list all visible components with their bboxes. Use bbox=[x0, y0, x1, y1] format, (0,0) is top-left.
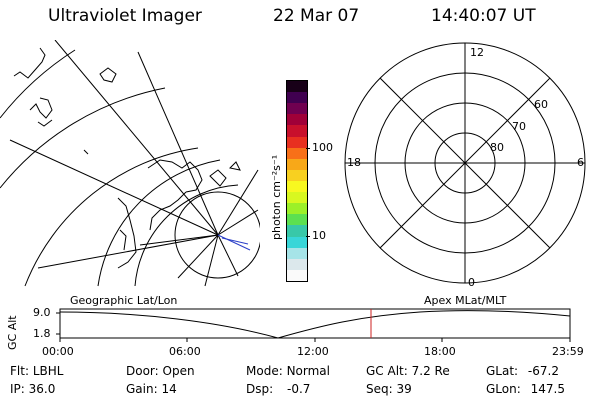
colorbar-segment bbox=[287, 103, 307, 115]
ip-label: IP: bbox=[10, 382, 25, 396]
colorbar-segment bbox=[287, 236, 307, 248]
meridian-line bbox=[9, 139, 219, 236]
gain-label: Gain: bbox=[126, 382, 158, 396]
mode-label: Mode: bbox=[246, 364, 283, 378]
mlt-label-18: 18 bbox=[347, 156, 361, 169]
seq-label: Seq: bbox=[366, 382, 393, 396]
colorbar-segment bbox=[287, 169, 307, 182]
dsp-label: Dsp: bbox=[246, 382, 274, 396]
door-value: Open bbox=[162, 364, 195, 378]
meridian-line bbox=[54, 40, 219, 236]
colorbar-segment bbox=[287, 158, 307, 170]
colorbar-tick bbox=[306, 236, 310, 237]
y-tick-label: 9.0 bbox=[33, 306, 51, 319]
filter-value: LBHL bbox=[32, 364, 64, 378]
mlt-label-6: 6 bbox=[577, 156, 584, 169]
latitude-arc bbox=[0, 87, 166, 189]
x-tick-label: 23:59 bbox=[552, 345, 584, 358]
gain-field: Gain: 14 bbox=[126, 382, 177, 396]
colorbar-gradient bbox=[287, 81, 307, 281]
dsp-field: Dsp: -0.7 bbox=[246, 382, 310, 396]
meridian-line bbox=[217, 209, 259, 236]
geographic-map bbox=[0, 40, 260, 287]
meridian-line bbox=[177, 234, 219, 279]
orbit-plot-frame bbox=[59, 308, 571, 339]
lat-label-70: 70 bbox=[512, 120, 526, 133]
gcalt-field: GC Alt: 7.2 Re bbox=[366, 364, 450, 378]
colorbar-segment bbox=[287, 136, 307, 148]
latitude-arc bbox=[134, 184, 239, 287]
app-title: Ultraviolet Imager bbox=[48, 6, 202, 26]
glon-field: GLon: 147.5 bbox=[486, 382, 565, 396]
colorbar-segment bbox=[287, 258, 307, 270]
colorbar bbox=[286, 80, 308, 282]
glat-field: GLat: -67.2 bbox=[486, 364, 559, 378]
y-tick-label: 1.8 bbox=[33, 327, 51, 340]
ip-value: 36.0 bbox=[28, 382, 56, 396]
colorbar-segment bbox=[287, 125, 307, 137]
polar-circle bbox=[174, 191, 260, 279]
date-display: 22 Mar 07 bbox=[273, 6, 360, 26]
seq-field: Seq: 39 bbox=[366, 382, 412, 396]
glon-label: GLon: bbox=[486, 382, 521, 396]
altitude-curve bbox=[59, 310, 571, 339]
filter-field: Flt: LBHL bbox=[10, 364, 63, 378]
orbit-plot bbox=[56, 308, 571, 342]
door-label: Door: bbox=[126, 364, 159, 378]
coastline bbox=[13, 47, 241, 269]
colorbar-segment bbox=[287, 225, 307, 237]
meridian-line bbox=[37, 234, 219, 269]
colorbar-segment bbox=[287, 114, 307, 126]
latitude-arc bbox=[97, 159, 221, 287]
colorbar-tick-label: 100 bbox=[312, 141, 333, 154]
colorbar-segment bbox=[287, 92, 307, 104]
colorbar-tick-label: 10 bbox=[312, 229, 326, 242]
meridian-line bbox=[204, 234, 219, 287]
polar-plot bbox=[344, 42, 586, 284]
ip-field: IP: 36.0 bbox=[10, 382, 55, 396]
time-display: 14:40:07 UT bbox=[431, 6, 536, 26]
glon-value: 147.5 bbox=[530, 382, 565, 396]
gcalt-value: 7.2 Re bbox=[411, 364, 450, 378]
colorbar-segment bbox=[287, 203, 307, 215]
geographic-label: Geographic Lat/Lon bbox=[70, 294, 178, 307]
colorbar-tick bbox=[306, 148, 310, 149]
mode-value: Normal bbox=[286, 364, 330, 378]
meridian-line bbox=[139, 234, 219, 246]
polar-diagonal bbox=[379, 77, 551, 249]
colorbar-segment bbox=[287, 247, 307, 259]
x-tick-label: 18:00 bbox=[424, 345, 456, 358]
mode-field: Mode: Normal bbox=[246, 364, 330, 378]
meridian-line bbox=[217, 169, 259, 236]
seq-value: 39 bbox=[396, 382, 412, 396]
lat-label-80: 80 bbox=[490, 141, 504, 154]
x-tick-label: 12:00 bbox=[297, 345, 329, 358]
glat-value: -67.2 bbox=[527, 364, 559, 378]
gcalt-label: GC Alt: bbox=[366, 364, 408, 378]
gain-value: 14 bbox=[161, 382, 177, 396]
mlt-label-12: 12 bbox=[470, 46, 484, 59]
filter-label: Flt: bbox=[10, 364, 29, 378]
meridian-line bbox=[217, 234, 239, 277]
dsp-value: -0.7 bbox=[286, 382, 311, 396]
door-field: Door: Open bbox=[126, 364, 195, 378]
mlt-label-0: 0 bbox=[468, 276, 475, 289]
colorbar-segment bbox=[287, 147, 307, 159]
colorbar-segment bbox=[287, 269, 307, 281]
x-tick-label: 00:00 bbox=[42, 345, 74, 358]
colorbar-segment bbox=[287, 181, 307, 193]
lat-label-60: 60 bbox=[534, 98, 548, 111]
colorbar-segment bbox=[287, 81, 307, 93]
apex-label: Apex MLat/MLT bbox=[424, 294, 507, 307]
y-axis-label: GC Alt bbox=[6, 315, 19, 350]
glat-label: GLat: bbox=[486, 364, 519, 378]
coastline-blue bbox=[217, 234, 251, 251]
x-tick-label: 06:00 bbox=[169, 345, 201, 358]
colorbar-segment bbox=[287, 192, 307, 204]
meridian-line bbox=[137, 51, 219, 236]
latitude-arc bbox=[24, 147, 199, 287]
colorbar-unit-label: photon cm⁻²s⁻¹ bbox=[270, 154, 283, 240]
colorbar-segment bbox=[287, 214, 307, 226]
